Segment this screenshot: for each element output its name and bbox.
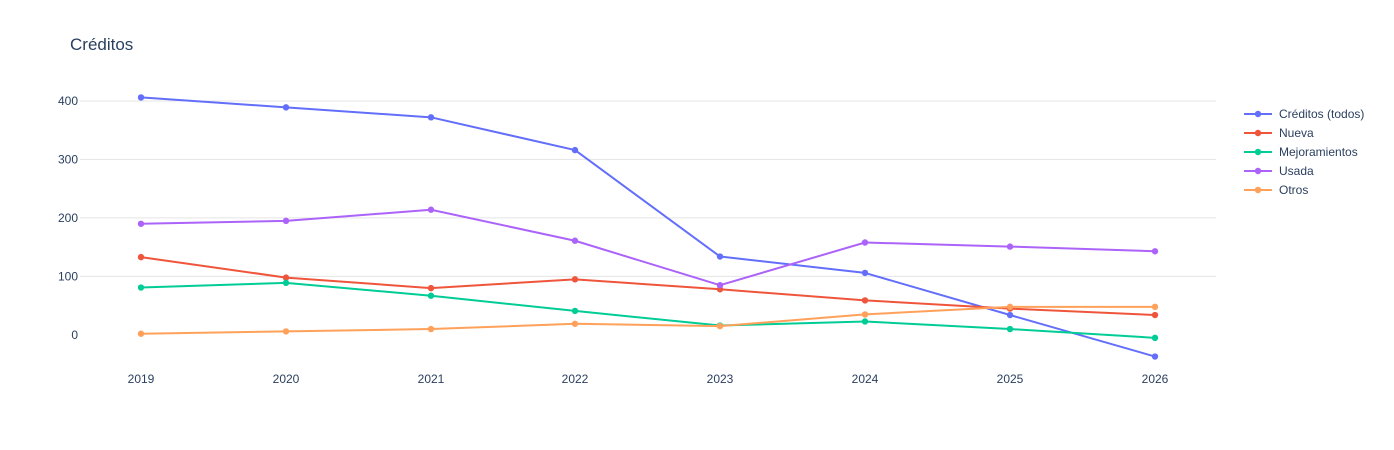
legend[interactable]: Créditos (todos) Nueva Mejoramientos Usada O…: [1244, 107, 1364, 197]
x-tick-label: 2025: [997, 372, 1024, 386]
x-tick-label: 2022: [562, 372, 589, 386]
y-tick-label: 0: [71, 328, 78, 342]
series-3: [137, 206, 1159, 289]
legend-item[interactable]: Créditos (todos): [1244, 107, 1364, 121]
data-point[interactable]: [861, 297, 869, 304]
legend-item[interactable]: Usada: [1244, 164, 1314, 178]
x-axis-ticks: 2019 2020 2021 2022 2023 2024 2025 2026: [128, 372, 1169, 386]
legend-marker: [1254, 148, 1262, 156]
x-tick-label: 2026: [1142, 372, 1169, 386]
series-line: [140, 208, 1156, 287]
legend-label: Créditos (todos): [1279, 107, 1364, 121]
grid-layer: [80, 100, 1216, 277]
data-point[interactable]: [571, 276, 579, 283]
y-tick-label: 400: [58, 94, 78, 108]
data-point[interactable]: [137, 253, 145, 261]
x-tick-label: 2023: [707, 372, 734, 386]
x-tick-label: 2024: [852, 372, 879, 386]
data-point[interactable]: [427, 292, 435, 299]
data-point[interactable]: [1151, 334, 1159, 342]
data-point[interactable]: [282, 274, 290, 281]
legend-item[interactable]: Nueva: [1244, 126, 1314, 140]
data-point[interactable]: [716, 253, 724, 260]
legend-label: Usada: [1279, 164, 1314, 178]
data-point[interactable]: [427, 206, 435, 213]
series-layer: [137, 94, 1159, 360]
data-point[interactable]: [1151, 248, 1159, 255]
data-point[interactable]: [716, 281, 724, 289]
series-0: [137, 94, 1159, 360]
chart-title: Créditos: [70, 35, 133, 54]
data-point[interactable]: [571, 146, 579, 154]
legend-item[interactable]: Otros: [1244, 183, 1308, 197]
y-tick-label: 100: [58, 269, 78, 283]
data-point[interactable]: [861, 269, 869, 277]
legend-marker: [1254, 186, 1262, 194]
data-point[interactable]: [427, 325, 435, 333]
y-axis-ticks: 0 100 200 300 400: [58, 94, 78, 342]
legend-label: Otros: [1279, 183, 1308, 197]
legend-marker: [1254, 129, 1262, 137]
data-point[interactable]: [861, 311, 869, 318]
y-tick-label: 200: [58, 211, 78, 225]
data-point[interactable]: [137, 284, 145, 291]
data-point[interactable]: [282, 279, 290, 287]
data-point[interactable]: [1006, 325, 1014, 333]
data-point[interactable]: [1151, 311, 1159, 319]
y-tick-label: 300: [58, 152, 78, 166]
data-point[interactable]: [1151, 353, 1159, 360]
data-point[interactable]: [1151, 303, 1159, 311]
data-point[interactable]: [137, 220, 145, 227]
data-point[interactable]: [861, 239, 869, 246]
series-2: [137, 279, 1159, 342]
series-line: [140, 281, 1156, 339]
data-point[interactable]: [716, 322, 724, 330]
data-point[interactable]: [1006, 311, 1014, 319]
data-point[interactable]: [427, 114, 435, 121]
data-point[interactable]: [282, 104, 290, 111]
data-point[interactable]: [427, 284, 435, 292]
data-point[interactable]: [282, 217, 290, 225]
x-tick-label: 2021: [418, 372, 445, 386]
x-tick-label: 2020: [273, 372, 300, 386]
legend-item[interactable]: Mejoramientos: [1244, 145, 1358, 159]
data-point[interactable]: [1006, 303, 1014, 311]
legend-label: Nueva: [1279, 126, 1314, 140]
x-tick-label: 2019: [128, 372, 155, 386]
legend-marker: [1254, 110, 1262, 118]
data-point[interactable]: [861, 318, 869, 325]
series-line: [140, 305, 1155, 335]
data-point[interactable]: [571, 237, 579, 244]
series-4: [137, 303, 1159, 337]
data-point[interactable]: [571, 320, 579, 327]
data-point[interactable]: [137, 94, 145, 101]
data-point[interactable]: [1006, 243, 1014, 250]
data-point[interactable]: [282, 328, 290, 335]
data-point[interactable]: [137, 330, 145, 337]
legend-marker: [1254, 167, 1262, 175]
data-point[interactable]: [571, 307, 579, 315]
legend-label: Mejoramientos: [1279, 145, 1358, 159]
